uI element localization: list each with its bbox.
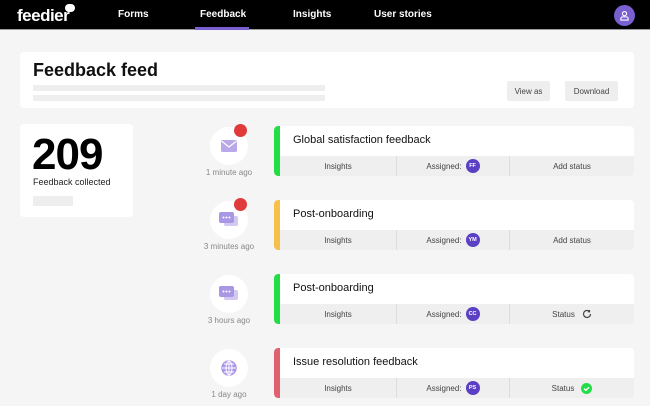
insights-button[interactable]: Insights bbox=[280, 156, 397, 176]
user-icon bbox=[620, 11, 629, 21]
assigned-button[interactable]: Assigned: FF bbox=[397, 156, 510, 176]
status-accent bbox=[274, 348, 280, 398]
insights-button[interactable]: Insights bbox=[280, 304, 397, 324]
status-label: Status bbox=[552, 309, 575, 319]
logo[interactable]: feedier bbox=[17, 4, 75, 26]
in-progress-icon bbox=[582, 309, 592, 319]
download-button[interactable]: Download bbox=[565, 81, 618, 101]
feedback-card[interactable]: Issue resolution feedback Insights Assig… bbox=[274, 348, 634, 398]
assigned-button[interactable]: Assigned: PS bbox=[397, 378, 510, 398]
assignee-avatar: YM bbox=[465, 233, 480, 247]
user-avatar[interactable] bbox=[614, 5, 635, 26]
status-label: Status bbox=[551, 383, 575, 393]
assigned-label: Assigned: bbox=[426, 309, 462, 319]
status-label: Add status bbox=[553, 161, 591, 171]
feedback-title[interactable]: Post-onboarding bbox=[293, 208, 374, 220]
assigned-label: Assigned: bbox=[426, 235, 462, 245]
status-accent bbox=[274, 126, 280, 176]
card-actions: Insights Assigned: CC Status bbox=[280, 304, 634, 324]
timestamp: 1 day ago bbox=[211, 390, 247, 399]
unread-dot bbox=[234, 124, 247, 137]
insights-button[interactable]: Insights bbox=[280, 230, 397, 250]
assignee-avatar: PS bbox=[465, 381, 480, 395]
unread-dot bbox=[234, 198, 247, 211]
chat-icon bbox=[219, 286, 239, 302]
source-icon-circle bbox=[210, 349, 248, 387]
assignee-avatar: FF bbox=[465, 159, 480, 173]
assigned-button[interactable]: Assigned: CC bbox=[397, 304, 510, 324]
stats-card: 209 Feedback collected bbox=[20, 124, 133, 217]
header-card: Feedback feed View as Download bbox=[20, 52, 634, 108]
placeholder-bar bbox=[33, 95, 325, 101]
card-actions: Insights Assigned: PS Status bbox=[280, 378, 634, 398]
status-button[interactable]: Add status bbox=[510, 230, 634, 250]
chat-icon bbox=[219, 212, 239, 228]
nav-forms[interactable]: Forms bbox=[118, 9, 149, 20]
timestamp: 1 minute ago bbox=[205, 168, 253, 177]
check-circle-icon bbox=[581, 382, 593, 394]
card-actions: Insights Assigned: FF Add status bbox=[280, 156, 634, 176]
feedback-title[interactable]: Issue resolution feedback bbox=[293, 356, 418, 368]
status-button[interactable]: Status bbox=[510, 304, 634, 324]
globe-icon bbox=[221, 360, 237, 376]
assigned-label: Assigned: bbox=[426, 161, 462, 171]
mail-icon bbox=[221, 140, 237, 152]
card-actions: Insights Assigned: YM Add status bbox=[280, 230, 634, 250]
feedback-title[interactable]: Global satisfaction feedback bbox=[293, 134, 431, 146]
top-nav: feedier Forms Feedback Insights User sto… bbox=[0, 0, 650, 30]
placeholder-bar bbox=[33, 196, 73, 206]
assigned-label: Assigned: bbox=[426, 383, 462, 393]
timestamp: 3 hours ago bbox=[207, 316, 251, 325]
feedback-count-label: Feedback collected bbox=[33, 177, 111, 187]
assignee-avatar: CC bbox=[465, 307, 480, 321]
feedback-count: 209 bbox=[32, 130, 103, 179]
nav-user-stories[interactable]: User stories bbox=[374, 9, 432, 20]
nav-feedback[interactable]: Feedback bbox=[200, 9, 247, 20]
status-button[interactable]: Status bbox=[510, 378, 634, 398]
page-title: Feedback feed bbox=[33, 60, 159, 80]
insights-button[interactable]: Insights bbox=[280, 378, 397, 398]
status-accent bbox=[274, 274, 280, 324]
assigned-button[interactable]: Assigned: YM bbox=[397, 230, 510, 250]
timestamp: 3 minutes ago bbox=[203, 242, 255, 251]
feedback-title[interactable]: Post-onboarding bbox=[293, 282, 374, 294]
status-button[interactable]: Add status bbox=[510, 156, 634, 176]
status-accent bbox=[274, 200, 280, 250]
source-icon-circle bbox=[210, 275, 248, 313]
placeholder-bar bbox=[33, 85, 325, 91]
chat-bubble-icon bbox=[65, 4, 75, 12]
feedback-card[interactable]: Post-onboarding Insights Assigned: YM Add… bbox=[274, 200, 634, 250]
view-as-button[interactable]: View as bbox=[507, 81, 550, 101]
nav-insights[interactable]: Insights bbox=[293, 9, 332, 20]
feedback-card[interactable]: Global satisfaction feedback Insights As… bbox=[274, 126, 634, 176]
status-label: Add status bbox=[553, 235, 591, 245]
active-tab-indicator bbox=[195, 27, 249, 30]
feedback-card[interactable]: Post-onboarding Insights Assigned: CC Sta… bbox=[274, 274, 634, 324]
